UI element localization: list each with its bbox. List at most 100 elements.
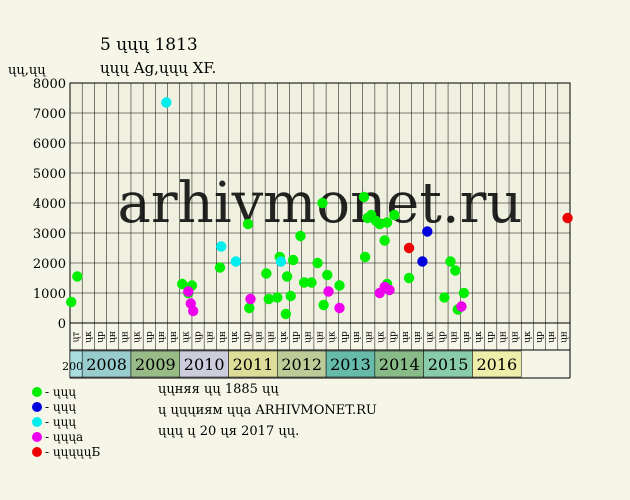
note-line-1: ųųняя ųų 1885 ųų [158,382,279,397]
year-band [130,350,181,378]
x-category-label: ųр [291,331,301,343]
data-point [562,212,573,224]
data-points [66,97,573,320]
year-band [228,350,278,378]
x-category-label: ųк [133,331,143,343]
data-point [318,299,329,311]
data-point [244,302,255,314]
data-point [161,97,172,108]
x-category-label: ųн [401,331,411,343]
x-category-label: ųн [559,331,569,343]
data-point [285,290,296,302]
x-category-label: ųн [218,331,228,343]
x-category-label: ųн [511,331,521,343]
data-point [384,284,395,296]
data-point [306,277,317,288]
x-category-label: ųн [352,331,362,343]
year-label: 2013 [330,355,371,374]
chart-title-line1: 5 ųųų 1813 [100,35,198,55]
y-tick-label: 3000 [33,227,66,242]
y-tick-label: 1000 [33,287,66,302]
x-category-label: ųр [340,331,350,343]
data-point [317,197,328,209]
data-point [242,218,254,230]
legend-label: - ųųųа [45,430,83,444]
y-tick-label: 4000 [33,197,66,212]
x-category-label: ųн [169,331,179,343]
notes: ųųняя ųų 1885 ųų ų ųųųиям ųųа ARHIVMONET… [158,382,377,439]
data-point [458,287,470,299]
x-category-label: ųн [206,331,216,343]
year-label: 2009 [135,355,176,374]
year-label: 2014 [379,355,420,374]
x-category-label: ųр [535,331,545,343]
x-category-label: ųр [194,331,204,343]
x-axis-categories: ųт ųк ųр ųн ųн ųк ųр ųн ųн ųк ųр ųн ųн ųк ųр ųн ųн ųк ųр ųн… [72,331,570,343]
y-tick-label: 0 [58,317,66,332]
year-label: 2012 [281,355,322,374]
data-point [263,293,274,305]
x-category-label: ųк [523,331,533,343]
data-point [176,278,188,290]
x-category-label: ųр [242,331,252,343]
x-category-label: ųн [364,331,374,343]
y-tick-label: 2000 [33,257,66,272]
data-point [422,226,433,237]
legend-marker [32,417,42,427]
y-axis-ticks: 0 1000 2000 3000 4000 5000 6000 7000 8000 [33,77,66,332]
data-point [280,308,292,320]
year-band [179,350,229,378]
x-category-label: ųк [230,331,240,343]
x-category-label: ųк [328,331,338,343]
data-point [183,286,194,297]
data-point [214,262,226,273]
y-tick-label: 5000 [33,167,66,182]
x-category-label: ųк [425,331,435,343]
data-point [312,257,323,269]
x-category-label: ųн [120,331,130,343]
data-point [403,242,415,254]
data-point [295,230,306,242]
data-point [245,293,256,305]
x-category-label: ųн [316,331,326,343]
x-category-label: ųк [279,331,289,343]
data-point [287,254,299,266]
year-label: 2011 [233,355,274,374]
legend-label: - ųųų [45,385,76,399]
data-point [381,217,393,228]
legend-marker [32,402,42,412]
x-category-label: ųт [72,332,82,343]
y-tick-label: 7000 [33,107,66,122]
legend-label: - ųųųųųБ [45,445,101,459]
data-point [417,256,428,267]
year-label: 2010 [184,355,225,374]
legend-label: - ųųų [45,415,76,429]
note-line-3: ųųų ų 20 ųя 2017 ųų. [158,424,299,439]
x-category-label: ųн [462,331,472,343]
x-category-label: ųн [498,331,508,343]
data-point [323,286,334,297]
data-point [298,277,310,288]
x-category-label: ųн [255,331,265,343]
data-point [439,292,450,303]
data-point [281,271,293,282]
y-tick-label: 8000 [33,77,66,92]
data-point [261,268,272,279]
data-point [230,256,242,267]
x-category-label: ųн [267,331,277,343]
y-axis-unit: ųų,ųų [8,63,46,78]
chart-title-line2: ųųų Ag,ųųų XF. [100,59,216,77]
x-category-label: ųн [450,331,460,343]
x-category-label: ųн [108,331,118,343]
legend-marker [32,387,42,397]
x-category-label: ųн [303,331,313,343]
x-category-label: ųр [145,331,155,343]
data-point [359,251,371,263]
data-point [66,296,77,308]
year-label: 2015 [428,355,469,374]
data-point [334,280,345,291]
year-band [472,350,522,378]
data-point [72,271,83,282]
year-label: 2016 [476,355,517,374]
